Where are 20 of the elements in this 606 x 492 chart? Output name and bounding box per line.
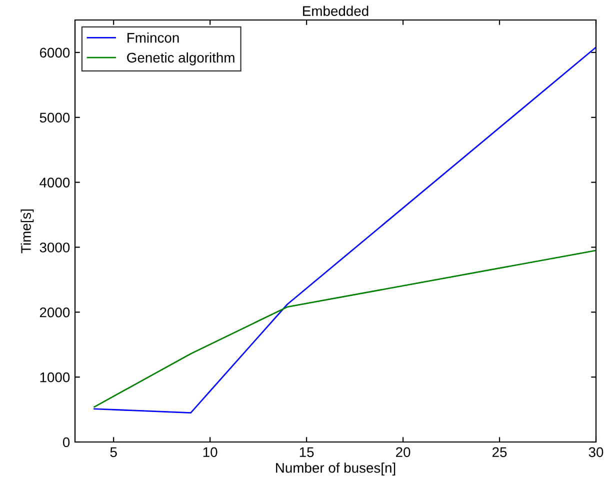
y-tick-label: 1000 (40, 372, 70, 382)
line-series (94, 250, 596, 408)
legend-label: Genetic algorithm (127, 52, 234, 66)
x-axis-title: Number of buses[n] (276, 462, 396, 476)
y-tick-label: 2000 (40, 307, 70, 318)
x-tick-label: 25 (492, 447, 507, 458)
x-tick-label: 5 (110, 447, 117, 458)
legend-label: Fmincon (128, 32, 179, 43)
x-tick-label: 15 (300, 447, 314, 458)
x-tick-label: 20 (396, 447, 410, 458)
y-axis-title: Time[s] (20, 209, 34, 254)
line-series (94, 46, 596, 414)
y-tick-label: 3000 (40, 242, 70, 252)
chart-title: Embedded (303, 6, 368, 16)
y-tick-label: 6000 (40, 48, 70, 58)
y-tick-label: 5000 (40, 112, 70, 123)
x-tick-label: 30 (588, 447, 604, 458)
y-tick-label: 4000 (40, 178, 70, 188)
x-tick-label: 10 (203, 447, 218, 458)
y-tick-label: 0 (62, 437, 70, 448)
